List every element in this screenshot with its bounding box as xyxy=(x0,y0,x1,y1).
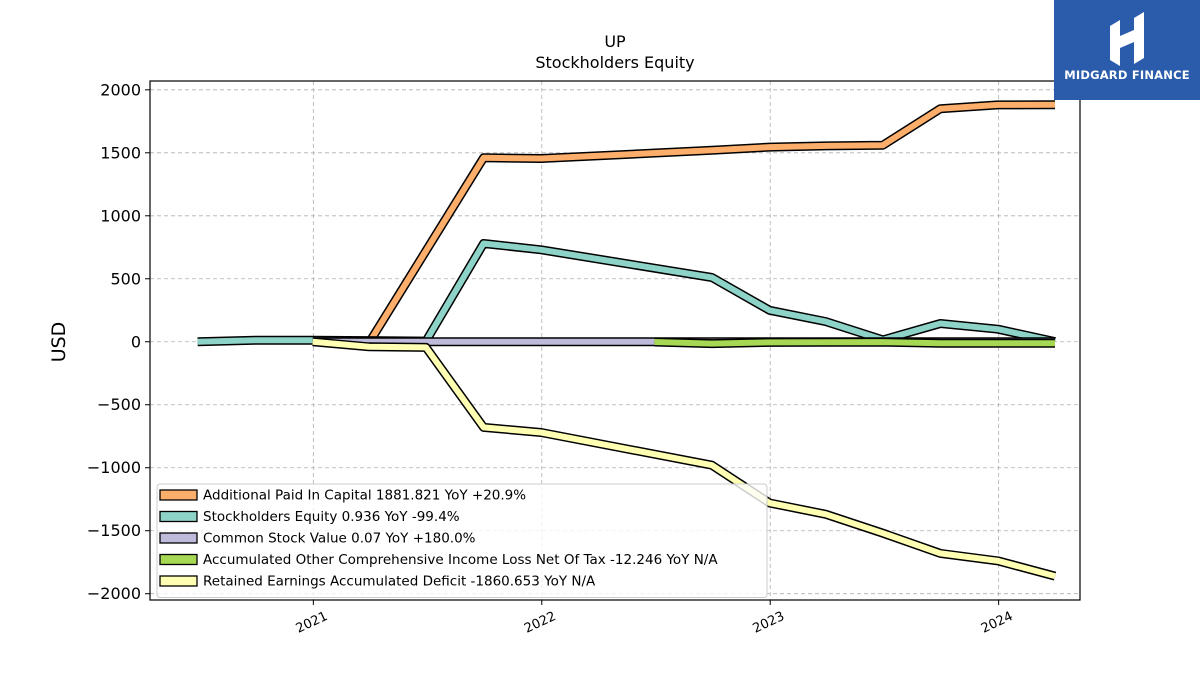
legend-swatch xyxy=(159,489,198,501)
legend-entry: Additional Paid In Capital 1881.821 YoY … xyxy=(159,488,526,504)
legend-entry: Common Stock Value 0.07 YoY +180.0% xyxy=(159,531,476,547)
logo-mark-icon xyxy=(1110,12,1144,66)
series-line xyxy=(367,101,1056,344)
legend-label: Accumulated Other Comprehensive Income L… xyxy=(203,552,718,568)
plot-frame xyxy=(149,80,1081,601)
series-1 xyxy=(365,100,1056,345)
chart-title: UP xyxy=(604,32,626,51)
logo-text: MIDGARD FINANCE xyxy=(1064,68,1190,82)
legend-box xyxy=(156,483,768,598)
x-tick-label: 2023 xyxy=(751,609,787,637)
y-tick-label: −1500 xyxy=(87,521,141,540)
series-line xyxy=(654,339,1055,347)
x-tick-label: 2024 xyxy=(979,609,1015,637)
series-line-outline xyxy=(365,100,1056,345)
series-line xyxy=(197,240,1056,345)
midgard-finance-logo: MIDGARD FINANCE xyxy=(1054,0,1200,100)
legend-label: Common Stock Value 0.07 YoY +180.0% xyxy=(203,531,476,547)
series-4 xyxy=(654,337,1055,349)
y-tick-label: 0 xyxy=(131,332,141,351)
legend-swatch xyxy=(159,510,198,523)
legend-label: Retained Earnings Accumulated Deficit -1… xyxy=(203,574,596,590)
legend-label: Additional Paid In Capital 1881.821 YoY … xyxy=(203,488,526,504)
y-tick-label: 1000 xyxy=(100,206,141,225)
legend-swatch xyxy=(159,575,198,587)
y-tick-label: −1000 xyxy=(87,458,141,477)
x-tick-label: 2022 xyxy=(522,609,558,637)
legend-entry: Retained Earnings Accumulated Deficit -1… xyxy=(159,574,596,590)
legend-swatch xyxy=(159,532,198,544)
series-2 xyxy=(197,239,1056,347)
legend-entry: Stockholders Equity 0.936 YoY -99.4% xyxy=(159,509,460,525)
y-tick-label: 1500 xyxy=(100,143,141,162)
y-tick-label: −2000 xyxy=(87,584,141,603)
legend: Additional Paid In Capital 1881.821 YoY … xyxy=(156,483,768,598)
chart-subtitle: Stockholders Equity xyxy=(535,53,694,72)
y-tick-label: 2000 xyxy=(100,80,141,99)
legend-entry: Accumulated Other Comprehensive Income L… xyxy=(159,552,718,568)
legend-swatch xyxy=(159,553,198,566)
y-tick-label: −500 xyxy=(97,395,141,414)
y-tick-label: 500 xyxy=(110,269,141,288)
x-tick-label: 2021 xyxy=(294,609,330,637)
legend-label: Stockholders Equity 0.936 YoY -99.4% xyxy=(203,509,460,525)
y-axis-label: USD xyxy=(48,322,70,363)
